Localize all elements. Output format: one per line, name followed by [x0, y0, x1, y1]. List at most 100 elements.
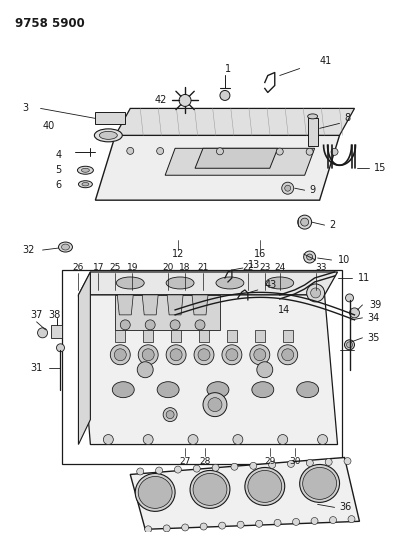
Text: 35: 35 — [366, 333, 379, 343]
Ellipse shape — [99, 131, 117, 139]
Text: 30: 30 — [288, 457, 300, 466]
Bar — [115, 330, 125, 342]
Circle shape — [343, 458, 350, 465]
Circle shape — [277, 345, 297, 365]
Circle shape — [281, 349, 293, 361]
Ellipse shape — [116, 277, 144, 289]
Text: 17: 17 — [92, 263, 104, 272]
Ellipse shape — [216, 277, 243, 289]
Text: 11: 11 — [357, 273, 369, 283]
Text: 5: 5 — [55, 165, 62, 175]
Circle shape — [292, 519, 299, 526]
Circle shape — [329, 516, 336, 523]
Text: 43: 43 — [264, 280, 276, 290]
Circle shape — [306, 284, 324, 302]
Circle shape — [276, 148, 283, 155]
Circle shape — [221, 345, 241, 365]
Polygon shape — [167, 295, 183, 315]
Text: 15: 15 — [373, 163, 386, 173]
Ellipse shape — [157, 382, 179, 398]
Bar — [198, 330, 209, 342]
Circle shape — [163, 525, 170, 532]
Circle shape — [297, 215, 311, 229]
Text: 12: 12 — [171, 249, 184, 259]
Circle shape — [300, 218, 308, 226]
Text: 42: 42 — [154, 95, 166, 106]
Ellipse shape — [265, 277, 293, 289]
Circle shape — [170, 349, 182, 361]
Circle shape — [145, 320, 155, 330]
Circle shape — [216, 148, 223, 155]
Circle shape — [136, 468, 144, 475]
Ellipse shape — [77, 166, 93, 174]
Text: 10: 10 — [337, 255, 349, 265]
Text: 23: 23 — [258, 263, 270, 272]
Polygon shape — [191, 295, 207, 315]
Ellipse shape — [138, 477, 172, 508]
Circle shape — [126, 148, 133, 155]
Text: 38: 38 — [48, 310, 61, 320]
Text: 34: 34 — [366, 313, 379, 323]
Circle shape — [202, 393, 226, 417]
Ellipse shape — [302, 467, 336, 499]
Circle shape — [144, 526, 151, 533]
Circle shape — [207, 398, 221, 411]
Circle shape — [273, 519, 281, 526]
Circle shape — [188, 434, 198, 445]
Circle shape — [198, 349, 209, 361]
Circle shape — [142, 349, 154, 361]
Circle shape — [38, 328, 47, 338]
Text: 39: 39 — [369, 300, 381, 310]
Ellipse shape — [247, 471, 281, 503]
Circle shape — [345, 294, 353, 302]
Circle shape — [120, 320, 130, 330]
Circle shape — [347, 515, 354, 523]
Text: 26: 26 — [72, 263, 84, 272]
Circle shape — [56, 344, 64, 352]
Ellipse shape — [61, 244, 69, 250]
Ellipse shape — [244, 467, 284, 505]
Ellipse shape — [207, 382, 228, 398]
Circle shape — [218, 522, 225, 529]
Polygon shape — [115, 108, 354, 135]
Bar — [226, 330, 236, 342]
Circle shape — [253, 349, 265, 361]
Text: 2: 2 — [329, 220, 335, 230]
Circle shape — [306, 254, 312, 260]
Ellipse shape — [112, 382, 134, 398]
Polygon shape — [78, 295, 337, 445]
Circle shape — [317, 434, 327, 445]
Circle shape — [166, 410, 174, 418]
Text: 4: 4 — [55, 150, 61, 160]
Circle shape — [287, 461, 294, 467]
Ellipse shape — [251, 382, 273, 398]
Polygon shape — [50, 325, 62, 338]
Circle shape — [249, 462, 256, 469]
Circle shape — [143, 434, 153, 445]
Bar — [307, 118, 317, 147]
Circle shape — [230, 463, 237, 470]
Circle shape — [344, 340, 354, 350]
Bar — [254, 330, 264, 342]
Circle shape — [195, 320, 204, 330]
Circle shape — [103, 434, 113, 445]
Circle shape — [225, 349, 237, 361]
Circle shape — [170, 320, 180, 330]
Text: 25: 25 — [109, 263, 121, 272]
Circle shape — [163, 408, 177, 422]
Circle shape — [156, 148, 163, 155]
Polygon shape — [78, 272, 90, 445]
Ellipse shape — [296, 382, 318, 398]
Circle shape — [219, 91, 229, 100]
Text: 22: 22 — [242, 263, 253, 272]
Polygon shape — [142, 295, 158, 315]
Polygon shape — [195, 148, 277, 168]
Circle shape — [166, 345, 186, 365]
Circle shape — [310, 518, 317, 524]
Circle shape — [306, 459, 312, 466]
Circle shape — [324, 458, 331, 465]
Text: 3: 3 — [22, 103, 29, 114]
Circle shape — [277, 434, 287, 445]
Circle shape — [330, 148, 337, 155]
Text: 9: 9 — [309, 185, 315, 195]
